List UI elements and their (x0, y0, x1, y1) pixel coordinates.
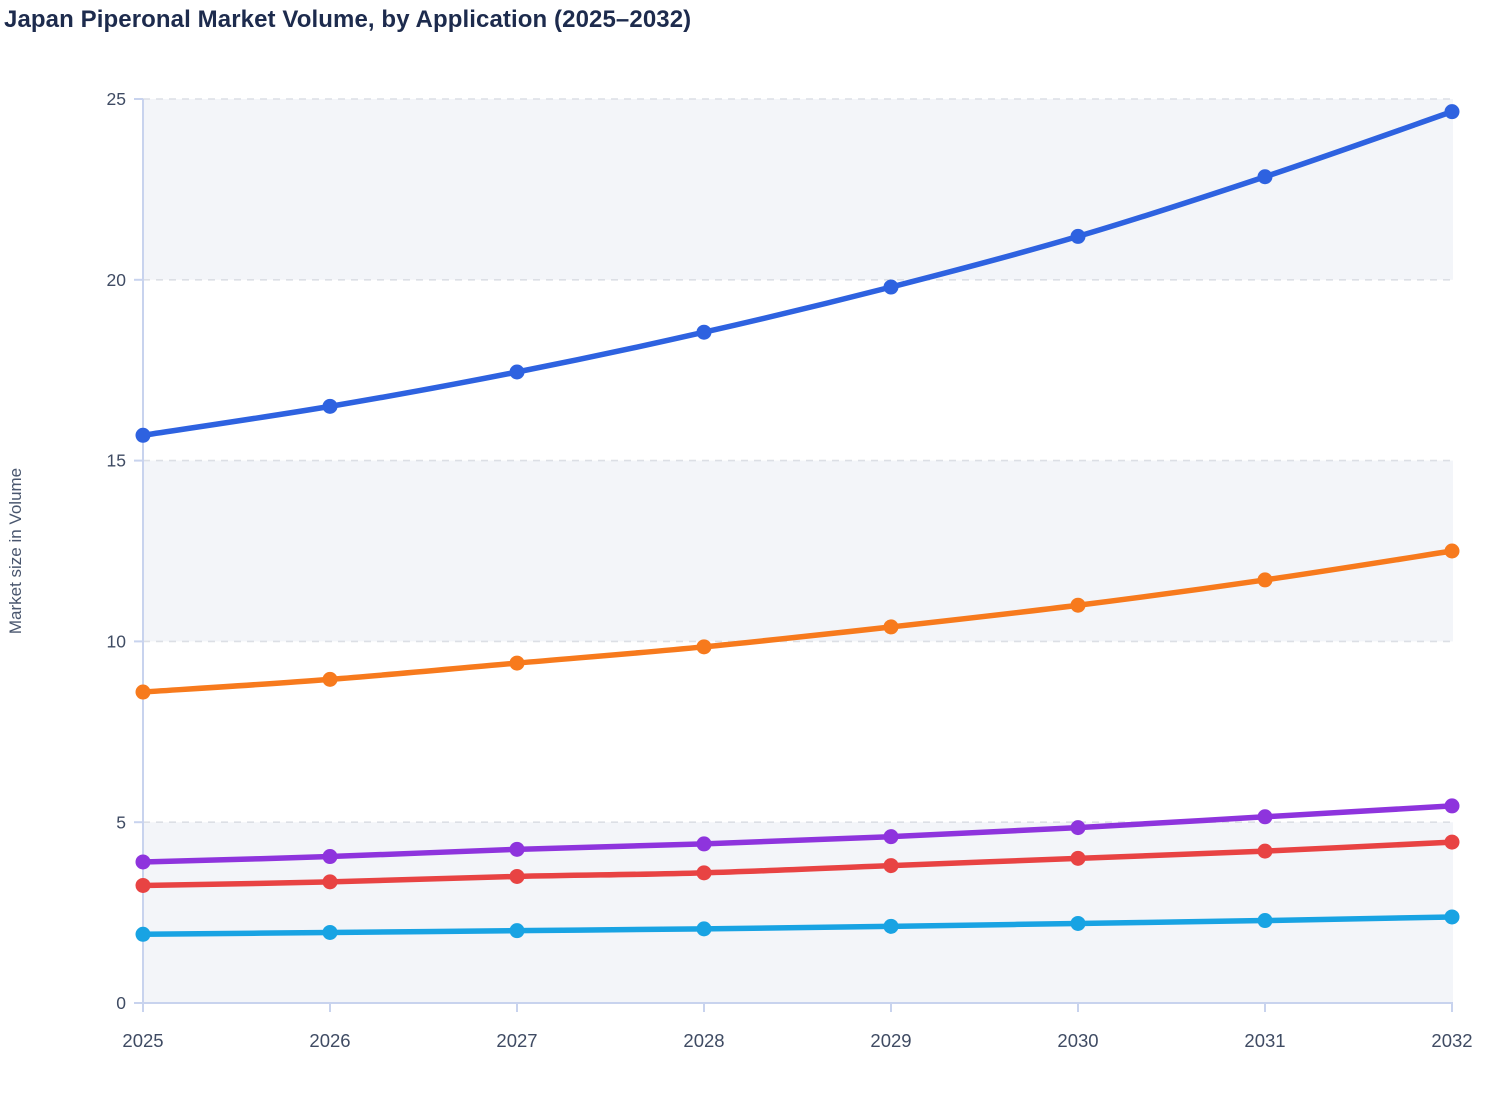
chart-title: Japan Piperonal Market Volume, by Applic… (4, 6, 692, 33)
gridlines (143, 98, 1453, 824)
data-point-red-2031[interactable] (1257, 843, 1273, 859)
data-point-purple-2031[interactable] (1257, 809, 1273, 825)
x-tick-label: 2026 (309, 1030, 350, 1051)
axes (134, 99, 1453, 1004)
x-tick-label: 2028 (683, 1030, 724, 1051)
data-point-purple-2030[interactable] (1070, 820, 1086, 836)
data-point-cyan-2026[interactable] (322, 924, 338, 940)
series-line-cyan (140, 914, 1455, 938)
data-point-orange-2030[interactable] (1070, 597, 1086, 613)
x-tick-label: 2025 (122, 1030, 163, 1051)
data-point-orange-2032[interactable] (1444, 543, 1460, 559)
series-line-blue (140, 108, 1455, 439)
series-line-orange (140, 548, 1455, 695)
data-point-cyan-2025[interactable] (135, 926, 151, 942)
data-point-orange-2029[interactable] (883, 619, 899, 635)
data-point-cyan-2031[interactable] (1257, 913, 1273, 929)
data-point-cyan-2029[interactable] (883, 918, 899, 934)
data-point-orange-2028[interactable] (696, 639, 712, 655)
y-tick-label: 15 (107, 451, 126, 471)
data-point-orange-2031[interactable] (1257, 572, 1273, 588)
series-line-purple (140, 803, 1455, 865)
data-point-red-2025[interactable] (135, 877, 151, 893)
data-point-cyan-2032[interactable] (1444, 909, 1460, 925)
data-point-red-2028[interactable] (696, 865, 712, 881)
data-point-blue-2027[interactable] (509, 364, 525, 380)
data-point-blue-2030[interactable] (1070, 228, 1086, 244)
data-point-blue-2025[interactable] (135, 427, 151, 443)
data-point-blue-2032[interactable] (1444, 104, 1460, 120)
data-point-blue-2031[interactable] (1257, 169, 1273, 185)
data-point-purple-2028[interactable] (696, 836, 712, 852)
data-point-red-2030[interactable] (1070, 850, 1086, 866)
data-point-purple-2025[interactable] (135, 854, 151, 870)
data-point-cyan-2027[interactable] (509, 923, 525, 939)
x-tick-labels: 2025 2026 2027 2028 2029 2030 2031 2032 (122, 1030, 1472, 1051)
tick-marks (134, 98, 1453, 1012)
data-point-purple-2029[interactable] (883, 829, 899, 845)
x-tick-label: 2027 (496, 1030, 537, 1051)
series-lines (135, 104, 1460, 942)
data-point-purple-2027[interactable] (509, 841, 525, 857)
x-tick-label: 2031 (1244, 1030, 1285, 1051)
data-point-red-2029[interactable] (883, 858, 899, 874)
series-line-red (140, 839, 1455, 889)
data-point-orange-2025[interactable] (135, 684, 151, 700)
data-point-purple-2032[interactable] (1444, 798, 1460, 814)
data-point-orange-2026[interactable] (322, 671, 338, 687)
y-tick-label: 0 (116, 993, 126, 1013)
plot-band (143, 460, 1453, 642)
y-tick-labels: 0 5 10 15 20 25 (107, 89, 127, 1013)
y-tick-label: 10 (107, 632, 127, 652)
data-point-blue-2029[interactable] (883, 279, 899, 295)
x-tick-label: 2030 (1057, 1030, 1098, 1051)
data-point-blue-2028[interactable] (696, 324, 712, 340)
x-tick-label: 2032 (1431, 1030, 1472, 1051)
data-point-purple-2026[interactable] (322, 849, 338, 865)
data-point-orange-2027[interactable] (509, 655, 525, 671)
data-point-red-2027[interactable] (509, 868, 525, 884)
data-point-red-2032[interactable] (1444, 834, 1460, 850)
y-tick-label: 20 (107, 270, 127, 290)
data-point-red-2026[interactable] (322, 874, 338, 890)
data-point-cyan-2030[interactable] (1070, 915, 1086, 931)
data-point-blue-2026[interactable] (322, 398, 338, 414)
data-point-cyan-2028[interactable] (696, 921, 712, 937)
y-tick-label: 25 (107, 89, 126, 109)
plot-band (143, 99, 1453, 280)
y-tick-label: 5 (116, 812, 126, 832)
x-tick-label: 2029 (870, 1030, 911, 1051)
